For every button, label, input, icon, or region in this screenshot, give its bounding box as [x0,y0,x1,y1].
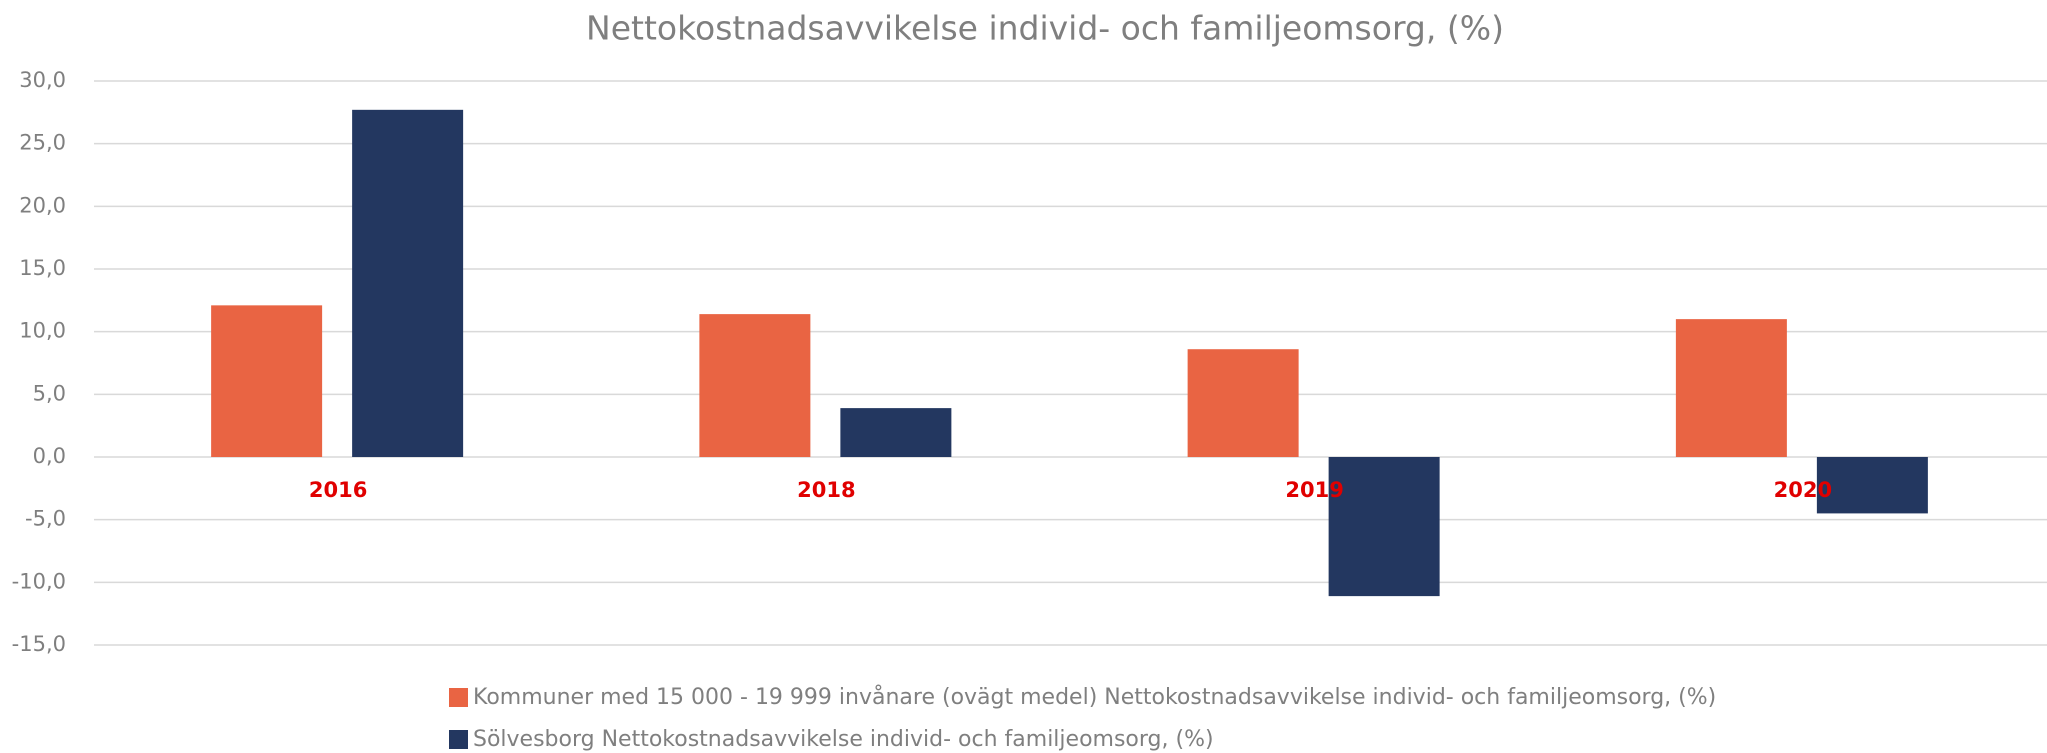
x-tick-label: 2016 [309,478,367,502]
y-tick-label: -5,0 [25,507,66,531]
bar [840,408,952,457]
bar [1816,457,1928,514]
bar [699,314,811,457]
bar [1328,457,1440,597]
y-tick-label: 30,0 [19,68,66,92]
x-tick-label: 2019 [1285,478,1343,502]
legend-swatch [449,730,468,749]
bar [1675,319,1787,457]
bar [211,305,323,457]
chart-title: Nettokostnadsavvikelse individ- och fami… [586,9,1504,48]
x-tick-label: 2020 [1774,478,1832,502]
y-tick-label: 15,0 [19,256,66,280]
legend-swatch [449,688,468,707]
bar [1187,349,1299,457]
y-tick-label: 25,0 [19,131,66,155]
legend-label: Kommuner med 15 000 - 19 999 invånare (o… [473,684,1716,710]
bar [352,109,464,458]
y-tick-label: 5,0 [33,381,66,405]
legend-label: Sölvesborg Nettokostnadsavvikelse indivi… [473,727,1214,752]
y-tick-label: 20,0 [19,193,66,217]
y-tick-label: 10,0 [19,319,66,343]
x-tick-label: 2018 [797,478,855,502]
y-tick-label: -15,0 [12,632,66,656]
y-tick-label: -10,0 [12,569,66,593]
y-tick-label: 0,0 [33,444,66,468]
